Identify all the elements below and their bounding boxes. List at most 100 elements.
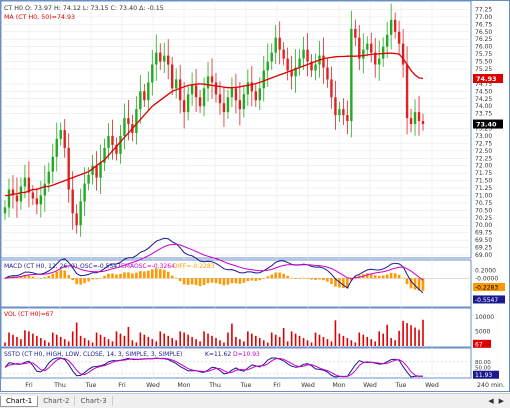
chart-svg[interactable]: 77.2577.0076.7576.5076.2576.0075.7575.50… [0,0,509,391]
time-axis-label: Mon [177,382,190,389]
macd-diff-bar [23,274,27,279]
price-tick-label: 77.00 [475,14,492,21]
volume-bar [207,333,209,346]
price-tick-label: 69.25 [475,245,492,252]
macd-diff-bar [234,278,238,284]
volume-bar [266,342,269,346]
volume-bar [374,341,377,346]
candle-body [59,130,62,139]
volume-bar [143,334,146,346]
candle-body [111,135,114,145]
candle-body [342,109,345,116]
macd-diff-bar [51,273,55,279]
macd-diff-bar [27,275,31,279]
macd-diff-bar [210,278,214,283]
ssto-d: D=10.93 [233,351,260,358]
price-tick-label: 69.00 [475,252,492,259]
candle-body [107,135,110,148]
volume-bar [310,342,313,346]
macd-diff-bar [314,278,317,280]
price-tick-label: 70.50 [475,207,492,214]
candle-body [95,165,98,178]
volume-bar [306,340,309,346]
candle-body [23,177,27,187]
tab-chart-2[interactable]: Chart-2 [38,396,76,406]
volume-bar [290,331,293,346]
macd-panel[interactable] [0,259,472,308]
macd-diff-bar [158,269,162,279]
candle-body [127,118,130,125]
price-tick-label: 73.00 [475,133,492,140]
macd-diff-bar [354,276,357,279]
macd-diff-bar [127,272,130,279]
candle-body [214,82,218,95]
chart-frame[interactable]: 77.25 77.00 76.75 76.50 76.25 76.00 75.75 75.50… [0,0,510,392]
macd-diff-bar [150,269,154,279]
macd-diff-bar [302,277,305,279]
candle-body [389,19,393,35]
macd-diff-bar [170,275,174,279]
volume-bar [258,338,261,346]
time-axis-label: Wed [146,382,160,389]
volume-bar [334,320,337,346]
volume-bar [350,340,353,346]
price-tick-label: 77.25 [475,6,492,13]
macd-diff-bar [79,278,82,285]
volume-bar [318,334,321,346]
volume-bar [386,324,388,346]
macd-diff-bar [83,278,86,284]
price-panel[interactable] [0,0,472,259]
candle-body [123,118,126,136]
macd-diff-bar [115,274,118,279]
macd-diff-bar [298,278,301,279]
tab-chart-1[interactable]: Chart-1 [0,395,39,407]
volume-bar [171,338,173,346]
volume-bar [382,333,384,346]
candle-body [147,82,150,101]
macd-diff-bar [318,278,321,280]
volume-bar [422,319,424,346]
candle-body [262,70,265,89]
macd-diff-bar [254,278,258,281]
macd-diff-bar [274,272,278,279]
price-tick-label: 69.50 [475,237,492,244]
volume-bar [270,332,273,346]
candle-body [282,49,285,59]
candle-body [358,37,361,59]
macd-diff-bar [147,270,150,279]
macd-diff-bar [413,278,417,290]
price-tick-label: 75.50 [475,59,492,66]
tab-chart-3[interactable]: Chart-3 [75,396,113,406]
candle-body [139,91,142,110]
macd-diff-bar [135,272,138,279]
macd-diff-bar [139,271,142,279]
volume-bar [406,323,408,346]
macd-diff-bar [330,278,333,284]
volume-bar [187,334,189,346]
volume-bar [47,342,50,346]
candle-body [306,49,309,62]
candle-body [202,88,206,107]
volume-tag [473,339,491,348]
volume-bar [175,340,177,346]
volume-bar [251,333,253,346]
candle-body [370,43,373,53]
volume-bar [12,334,14,346]
ssto-tick-label: 80.00 [475,360,491,366]
macd-diff-bar [87,278,90,282]
macd-diff-bar [238,278,242,284]
macd-diff-bar [162,269,166,279]
ohlc-legend: CT H0 O: 73.97 H: 74.12 L: 73.15 C: 73.4… [4,5,164,12]
scroll-right-icon[interactable]: ▶ [498,397,504,405]
volume-bar [326,339,329,346]
candle-body [155,52,158,65]
price-tick-label: 71.25 [475,185,492,192]
candle-body [186,94,190,113]
macd-diff-bar [421,278,425,291]
candle-body [35,198,39,205]
macd-diff-bar [47,275,51,279]
scroll-left-icon[interactable]: ◀ [488,397,494,405]
macd-diff-bar [397,274,401,279]
volume-bar [322,336,325,346]
candle-body [294,67,297,77]
